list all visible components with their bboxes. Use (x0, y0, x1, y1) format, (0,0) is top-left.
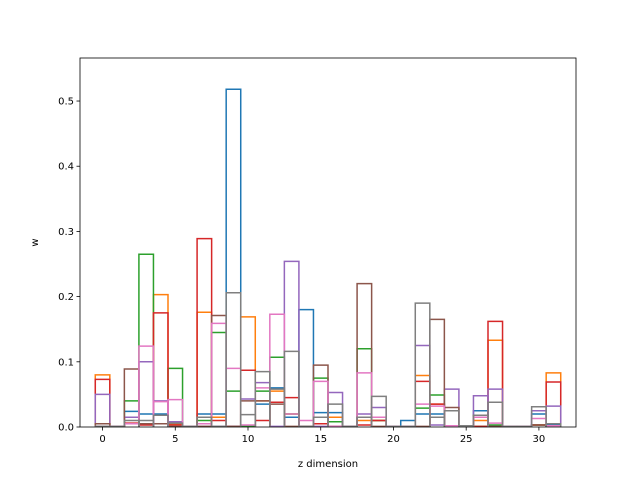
y-axis-label: w (30, 238, 41, 246)
bin-outline (370, 395, 387, 427)
y-tick-label: 0.3 (58, 227, 74, 238)
y-tick-label: 0.2 (58, 292, 74, 303)
x-tick-label: 15 (314, 434, 327, 445)
bin-outline (487, 320, 504, 427)
x-axis-label: z dimension (298, 459, 358, 470)
bin-outline (225, 291, 242, 427)
y-tick-label: 0.4 (58, 162, 74, 173)
bin-outline (225, 88, 242, 427)
x-tick-label: 25 (460, 434, 473, 445)
y-tick-label: 0.1 (58, 357, 74, 368)
plot-frame (79, 57, 577, 428)
bin-outline (94, 393, 111, 427)
bin-outline (283, 350, 300, 427)
bin-outline (94, 422, 111, 427)
bin-outline (356, 282, 373, 427)
bin-outline (152, 414, 169, 427)
axes-layer: 0 5 10 15 20 25 30 0.0 0.1 0.2 0.3 0.4 0.5 (58, 57, 577, 445)
y-tick-label: 0.0 (58, 423, 74, 434)
bin-outline (545, 381, 562, 427)
bin-outline (327, 403, 344, 427)
bin-outline (530, 406, 547, 427)
x-tick-label: 10 (242, 434, 255, 445)
bin-outline (138, 345, 155, 427)
bin-outline (414, 302, 431, 427)
bin-outline (443, 409, 460, 427)
bin-outline (545, 422, 562, 427)
bin-outline (167, 398, 184, 427)
x-tick-label: 5 (172, 434, 178, 445)
bin-outline (487, 401, 504, 427)
bin-outline (196, 416, 213, 427)
x-tick-label: 0 (99, 434, 105, 445)
bin-outline (167, 422, 184, 427)
y-tick-label: 0.5 (58, 97, 74, 108)
x-tick-label: 30 (533, 434, 546, 445)
x-tick-label: 20 (387, 434, 400, 445)
